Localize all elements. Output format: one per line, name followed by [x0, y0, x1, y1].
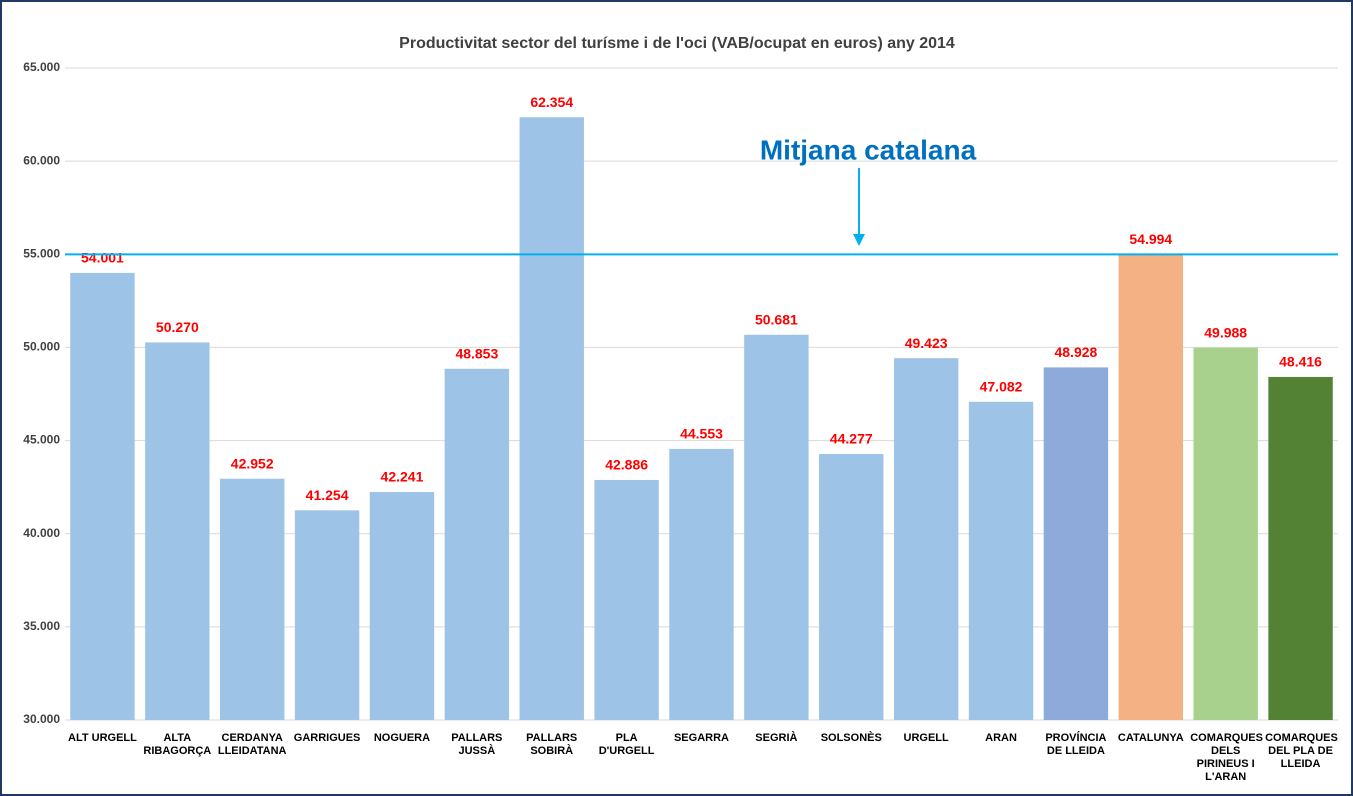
value-label: 44.553 — [680, 426, 723, 442]
value-label: 44.277 — [830, 431, 873, 447]
x-tick-label: COMARQUES DEL PLA DE LLEIDA — [1265, 732, 1338, 770]
bar — [819, 454, 884, 720]
value-label: 54.001 — [81, 250, 124, 266]
x-tick-label: ALT URGELL — [68, 732, 137, 744]
y-tick-label: 60.000 — [23, 153, 60, 167]
y-tick-label: 40.000 — [23, 526, 60, 540]
bar — [893, 358, 959, 720]
bar — [669, 448, 734, 720]
y-tick-label: 65.000 — [23, 60, 60, 74]
x-tick-label: SEGARRA — [673, 732, 729, 744]
y-tick-label: 30.000 — [23, 712, 60, 726]
chart-title: Productivitat sector del turísme i de l'… — [399, 35, 955, 52]
x-tick-label: CERDANYA LLEIDATANA — [217, 732, 287, 757]
x-tick-label: PLA D'URGELL — [598, 732, 655, 757]
value-label: 54.994 — [1129, 231, 1172, 247]
bar — [369, 491, 435, 720]
bar — [444, 368, 510, 720]
bar — [220, 478, 285, 720]
bar — [1268, 376, 1333, 720]
value-label: 50.270 — [156, 319, 199, 335]
value-label: 49.988 — [1204, 324, 1247, 340]
value-label: 48.853 — [455, 345, 498, 361]
value-label: 42.886 — [605, 457, 648, 473]
value-label: 49.423 — [905, 335, 948, 351]
bar — [519, 117, 584, 720]
y-tick-label: 50.000 — [23, 340, 60, 354]
x-tick-label: NOGUERA — [373, 732, 431, 744]
x-tick-label: SEGRIÀ — [755, 732, 798, 744]
x-tick-label: ALTA RIBAGORÇA — [143, 732, 212, 757]
bar — [70, 272, 135, 720]
y-tick-label: 35.000 — [23, 619, 60, 633]
y-tick-label: 45.000 — [23, 433, 60, 447]
value-label: 42.952 — [231, 455, 274, 471]
value-label: 48.928 — [1054, 344, 1097, 360]
arrow-head — [853, 234, 865, 246]
bar — [1118, 254, 1183, 720]
bar — [1193, 347, 1258, 720]
bar — [968, 401, 1034, 720]
value-label: 48.416 — [1279, 354, 1322, 370]
x-tick-label: PALLARS SOBIRÀ — [526, 732, 578, 757]
x-tick-label: SOLSONÈS — [820, 732, 882, 744]
value-label: 62.354 — [530, 94, 573, 110]
reference-label: Mitjana catalana — [760, 134, 977, 165]
x-tick-label: URGELL — [903, 732, 949, 744]
bar — [1043, 367, 1109, 720]
x-tick-label: CATALUNYA — [1117, 732, 1184, 744]
x-tick-label: GARRIGUES — [293, 732, 361, 744]
bar — [145, 342, 210, 720]
bar — [594, 479, 659, 720]
x-tick-label: PALLARS JUSSÀ — [451, 732, 503, 757]
value-label: 41.254 — [306, 487, 349, 503]
value-label: 42.241 — [381, 469, 424, 485]
value-label: 47.082 — [980, 378, 1023, 394]
value-label: 50.681 — [755, 311, 798, 327]
bar — [294, 510, 360, 720]
x-tick-label: ARAN — [985, 732, 1017, 744]
x-tick-label: PROVÍNCIA DE LLEIDA — [1045, 732, 1107, 757]
bar — [744, 334, 809, 720]
x-tick-label: COMARQUES DELS PIRINEUS I L'ARAN — [1190, 732, 1263, 783]
y-tick-label: 55.000 — [23, 246, 60, 260]
